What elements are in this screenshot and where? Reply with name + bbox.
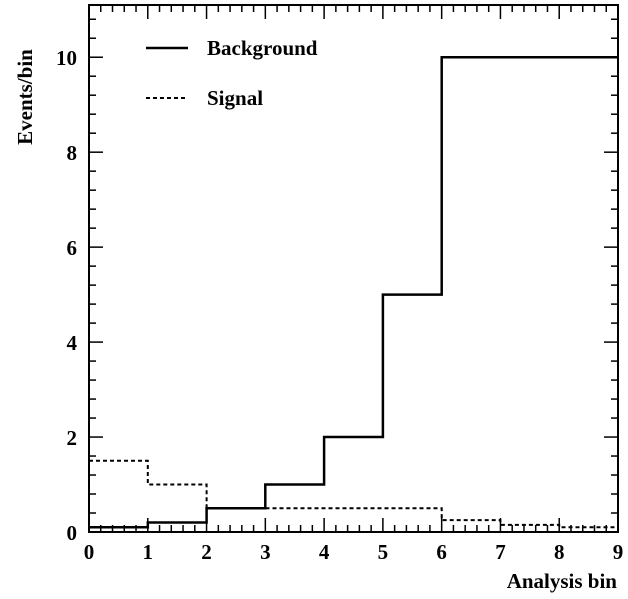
x-axis-label: Analysis bin — [507, 569, 618, 593]
legend-label-signal: Signal — [207, 86, 263, 110]
x-tick-label: 6 — [436, 540, 447, 564]
y-tick-label: 6 — [67, 236, 78, 260]
x-tick-label: 0 — [84, 540, 95, 564]
x-tick-label: 8 — [554, 540, 565, 564]
x-tick-label: 7 — [495, 540, 506, 564]
y-tick-labels: 0 2 4 6 8 10 — [56, 46, 78, 545]
legend-label-background: Background — [207, 36, 318, 60]
histogram-lines — [89, 55, 618, 529]
y-tick-label: 2 — [67, 426, 78, 450]
plot-frame — [88, 4, 619, 533]
x-tick-label: 3 — [260, 540, 271, 564]
legend: Background Signal — [146, 36, 318, 110]
y-tick-label: 4 — [67, 331, 78, 355]
y-tick-label: 10 — [56, 46, 77, 70]
x-tick-label: 9 — [613, 540, 624, 564]
x-tick-label: 2 — [201, 540, 212, 564]
x-tick-label: 1 — [143, 540, 154, 564]
y-axis-label: Events/bin — [13, 49, 37, 145]
x-tick-label: 5 — [378, 540, 389, 564]
x-tick-label: 4 — [319, 540, 330, 564]
y-tick-label: 8 — [67, 141, 78, 165]
series-line-background — [89, 55, 618, 529]
x-tick-labels: 0 1 2 3 4 5 6 7 8 9 — [84, 540, 624, 564]
series-line-signal — [89, 459, 618, 529]
y-tick-label: 0 — [67, 521, 78, 545]
axis-ticks — [88, 5, 619, 533]
